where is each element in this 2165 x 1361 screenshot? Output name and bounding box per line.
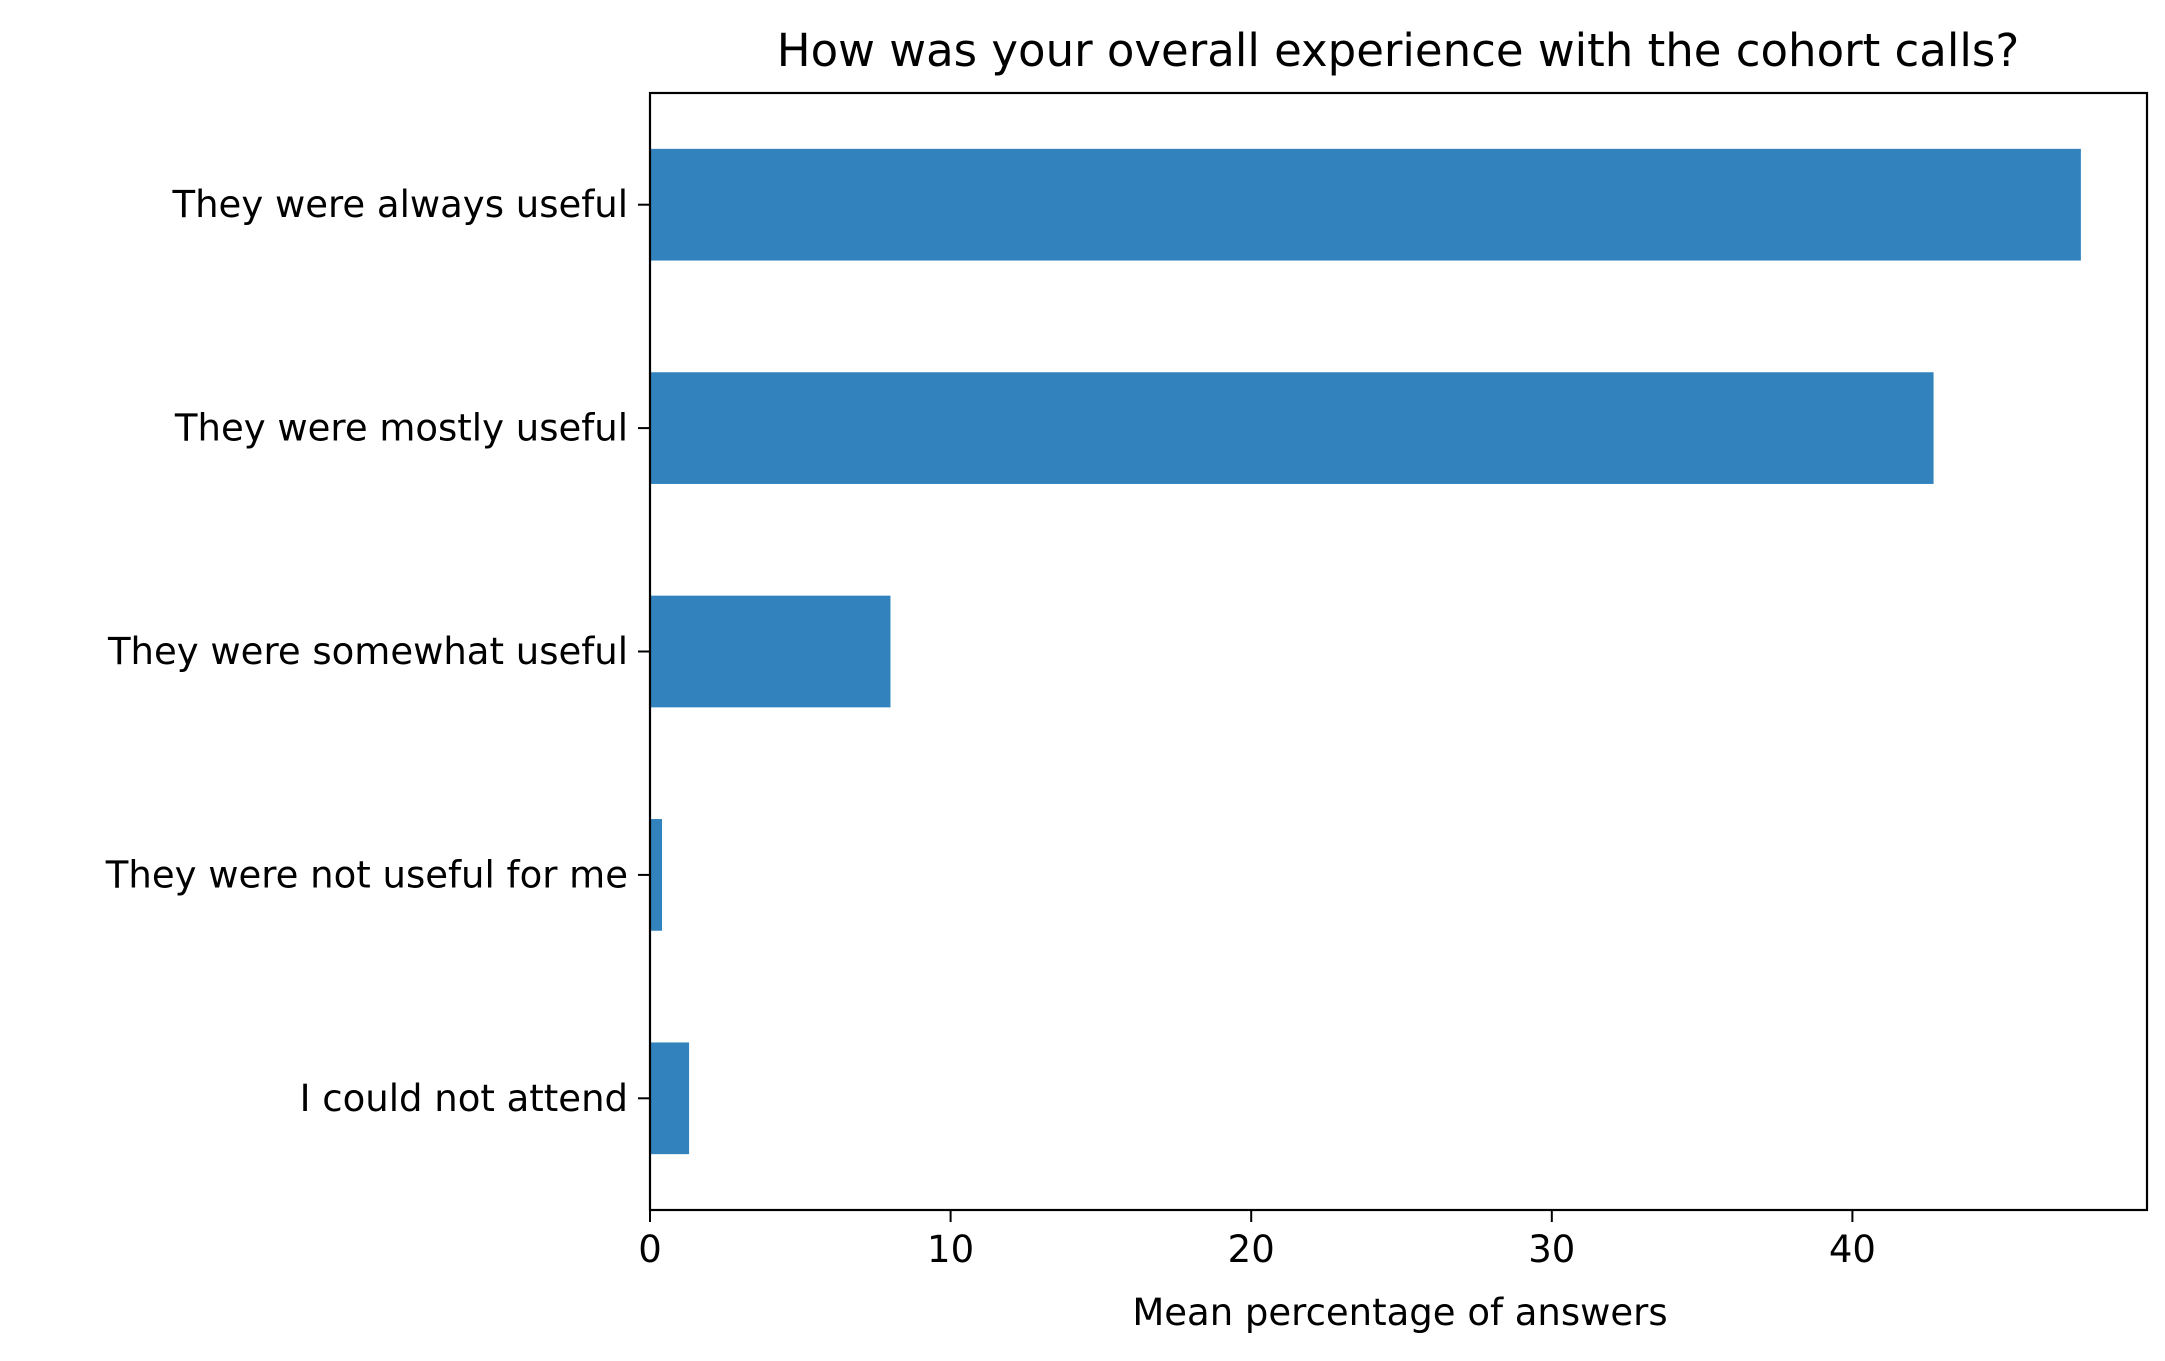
- y-tick-label: They were somewhat useful: [107, 630, 628, 673]
- chart-title: How was your overall experience with the…: [777, 24, 2019, 77]
- x-tick-label: 40: [1829, 1228, 1876, 1271]
- x-axis-label: Mean percentage of answers: [1132, 1291, 1667, 1334]
- bars-layer: [650, 148, 2081, 1155]
- bar-1: [650, 372, 1934, 484]
- x-tick-label: 0: [638, 1228, 662, 1271]
- y-tick-label: They were always useful: [172, 183, 629, 226]
- x-tick-label: 30: [1528, 1228, 1575, 1271]
- x-tick-label: 20: [1228, 1228, 1275, 1271]
- bar-0: [650, 148, 2081, 261]
- bar-2: [650, 595, 891, 708]
- x-axis: 0 10 20 30 40: [638, 1210, 1876, 1271]
- x-tick-label: 10: [927, 1228, 974, 1271]
- y-tick-label: They were mostly useful: [174, 407, 628, 450]
- y-tick-label: They were not useful for me: [105, 853, 628, 896]
- y-tick-label: I could not attend: [300, 1077, 628, 1120]
- bar-3: [650, 819, 663, 931]
- bar-4: [650, 1042, 690, 1155]
- y-axis: They were always useful They were mostly …: [105, 183, 650, 1120]
